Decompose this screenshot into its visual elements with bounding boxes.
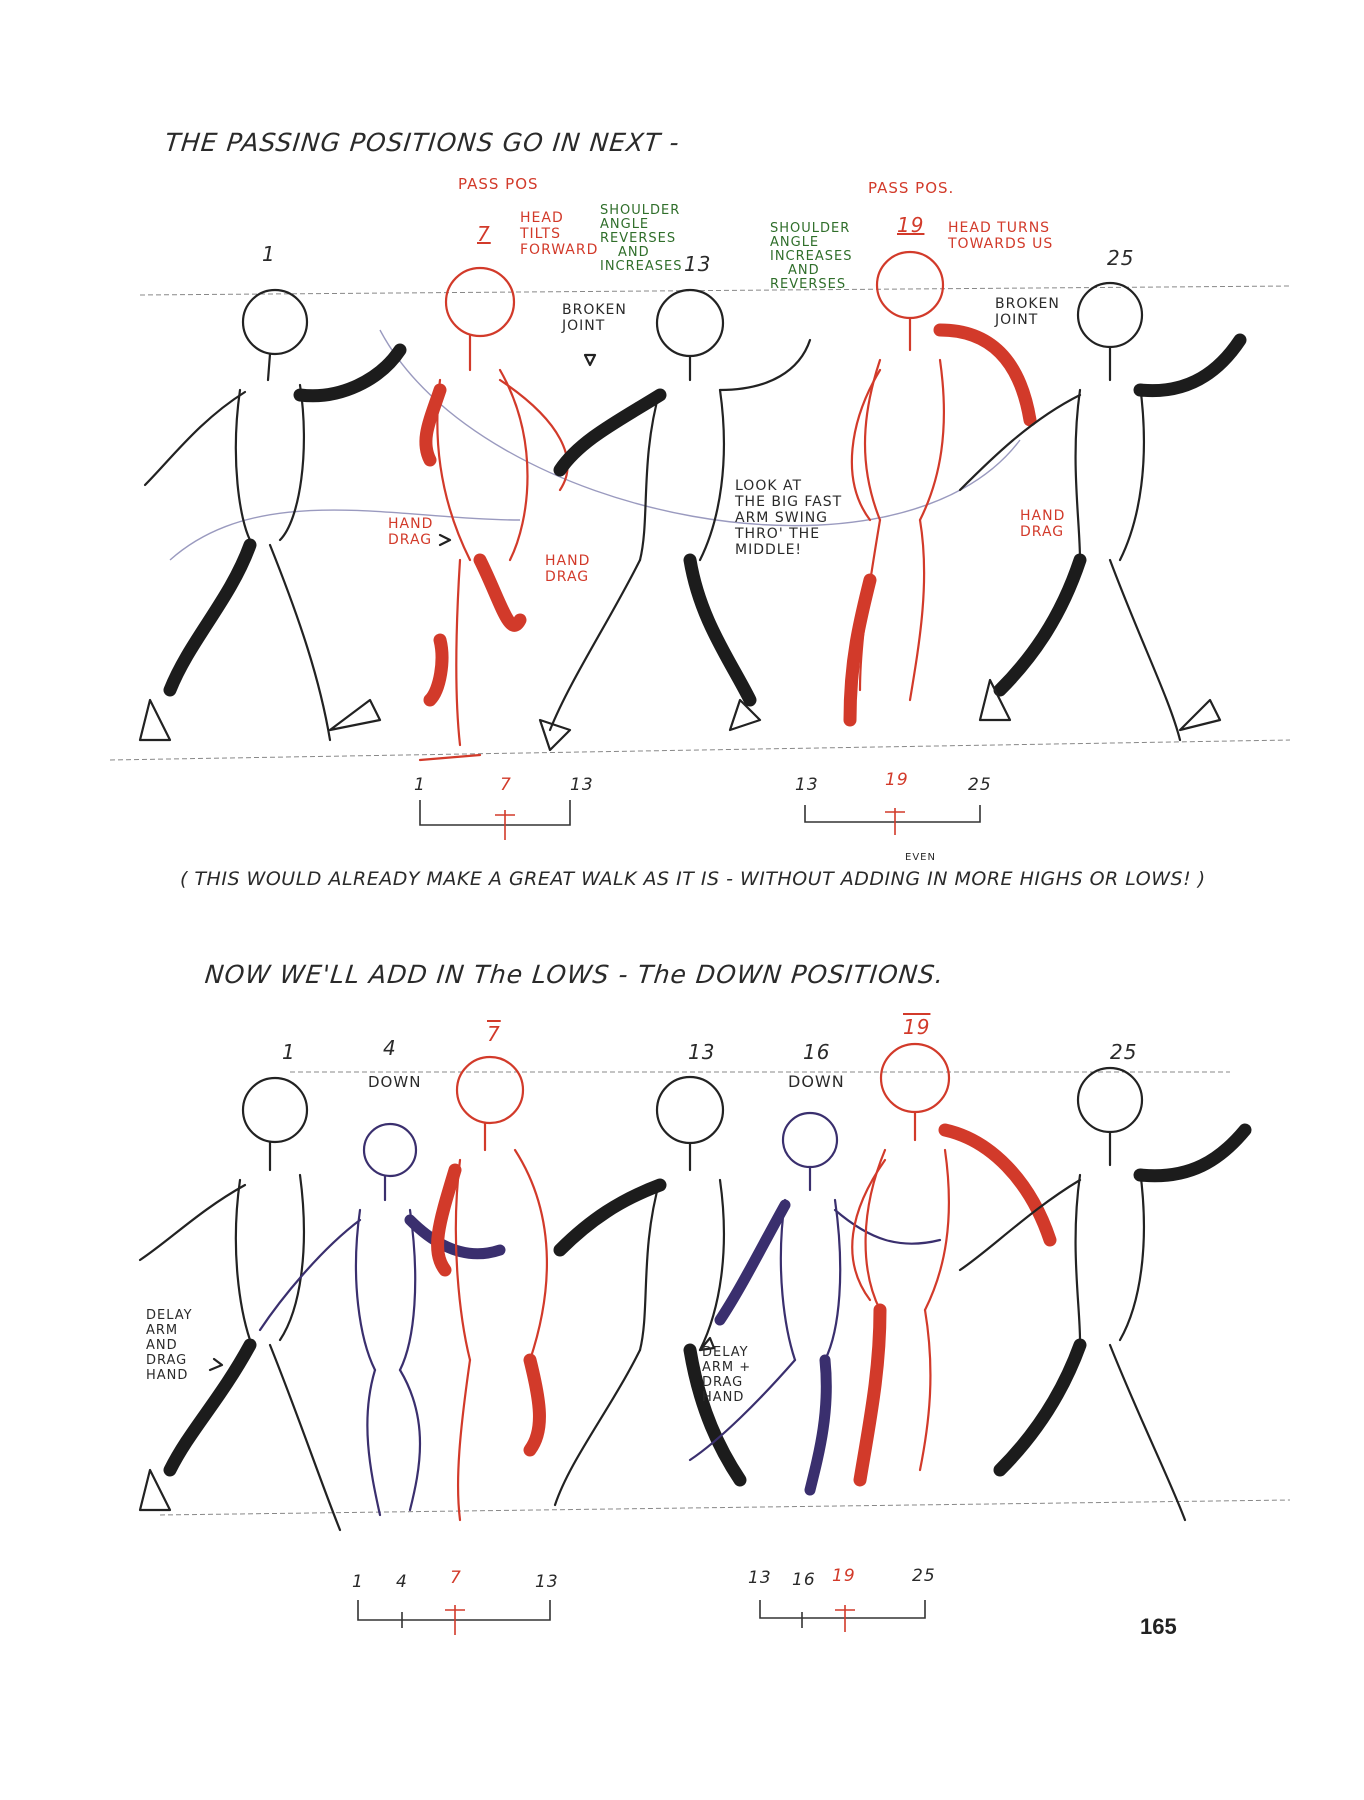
figure-frame-19-bottom [851, 1042, 1057, 1487]
ruler-bottom-right-label-a: 13 [748, 1568, 772, 1588]
page-number: 165 [1140, 1614, 1177, 1639]
annotation-arrows-bottom [208, 1336, 716, 1372]
note-arm-swing: LOOK AT THE BIG FAST ARM SWING THRO' THE… [735, 478, 843, 558]
ruler-top-right-label-b: 19 [885, 770, 909, 790]
head-height-guide-top [139, 285, 1291, 296]
frame-label-13-bottom: 13 [688, 1040, 716, 1064]
arm-swing-arc-top-2 [169, 509, 521, 561]
frame-label-19-top: 19 [897, 213, 925, 237]
note-broken-joint-right: BROKEN JOINT [995, 296, 1060, 328]
ruler-top-right-label-c: 25 [968, 775, 992, 795]
figure-frame-4-bottom [258, 1122, 506, 1517]
figure-frame-7-top [418, 266, 569, 762]
timing-ruler-right-top [804, 805, 981, 835]
ruler-bottom-right-label-c: 19 [832, 1566, 856, 1586]
figure-frame-1-top [138, 288, 407, 742]
ground-line-top [109, 739, 1291, 761]
ruler-bottom-right-label-d: 25 [912, 1566, 936, 1586]
note-hand-drag-b: HAND DRAG [545, 553, 591, 585]
note-hand-drag-c: HAND DRAG [1020, 508, 1066, 540]
ruler-bottom-left-label-b: 4 [396, 1572, 408, 1592]
note-delay-arm-left: DELAY ARM AND DRAG HAND [146, 1308, 193, 1383]
caption-insert: EVEN [905, 852, 936, 863]
frame-label-7-top: 7 [477, 222, 491, 246]
figure-frame-16-bottom [688, 1111, 942, 1496]
down-label-left: DOWN [368, 1073, 422, 1091]
timing-ruler-left-top [419, 800, 571, 840]
pass-pos-label-left: PASS POS [458, 175, 539, 193]
note-shoulder-right: SHOULDER ANGLE INCREASES AND REVERSES [770, 221, 853, 292]
ruler-top-left-label-c: 13 [570, 775, 594, 795]
figure-frame-25-bottom [958, 1066, 1252, 1522]
figure-frame-13-top [538, 288, 812, 752]
frame-label-7-bottom: 7 [487, 1022, 501, 1046]
pass-pos-label-right: PASS POS. [868, 179, 955, 197]
down-label-right: DOWN [788, 1072, 845, 1091]
frame-label-1-top: 1 [262, 242, 276, 266]
frame-label-25-bottom: 25 [1110, 1040, 1138, 1064]
ruler-top-right-label-a: 13 [795, 775, 819, 795]
note-head-tilts: HEAD TILTS FORWARD [520, 210, 599, 258]
frame-label-16-bottom: 16 [803, 1040, 831, 1064]
section2-heading: NOW WE'LL ADD IN The LOWS - The DOWN POS… [203, 960, 946, 989]
timing-ruler-right-bottom [759, 1600, 926, 1632]
figure-frame-19-top [843, 250, 1037, 727]
ground-line-bottom [159, 1499, 1291, 1516]
note-delay-arm-right: DELAY ARM + DRAG HAND [702, 1345, 752, 1405]
ruler-bottom-right-label-b: 16 [792, 1570, 816, 1590]
ruler-top-left-label-b: 7 [500, 775, 512, 795]
arm-swing-arc-top [379, 329, 1021, 527]
caption: ( THIS WOULD ALREADY MAKE A GREAT WALK A… [180, 868, 1206, 890]
section1-heading: THE PASSING POSITIONS GO IN NEXT - [163, 128, 682, 157]
frame-label-13-top: 13 [684, 252, 712, 276]
figure-frame-13-bottom [553, 1075, 747, 1507]
note-hand-drag-a: HAND DRAG [388, 516, 434, 548]
frame-label-25-top: 25 [1107, 246, 1135, 270]
annotation-arrows-top [438, 353, 597, 547]
figure-frame-1-bottom [138, 1076, 342, 1532]
timing-ruler-left-bottom [357, 1600, 551, 1635]
figure-frame-25-top [958, 281, 1247, 742]
note-broken-joint-left: BROKEN JOINT [562, 302, 627, 334]
frame-label-4-bottom: 4 [383, 1036, 397, 1060]
ruler-top-left-label-a: 1 [414, 775, 426, 795]
ruler-bottom-left-label-a: 1 [352, 1572, 364, 1592]
note-shoulder-left: SHOULDER ANGLE REVERSES AND INCREASES [600, 203, 683, 274]
ruler-bottom-left-label-c: 7 [450, 1568, 462, 1588]
figure-frame-7-bottom [431, 1055, 548, 1522]
note-head-turns: HEAD TURNS TOWARDS US [948, 220, 1054, 252]
ruler-bottom-left-label-d: 13 [535, 1572, 559, 1592]
frame-label-19-bottom: 19 [903, 1015, 931, 1039]
frame-label-1-bottom: 1 [282, 1040, 296, 1064]
